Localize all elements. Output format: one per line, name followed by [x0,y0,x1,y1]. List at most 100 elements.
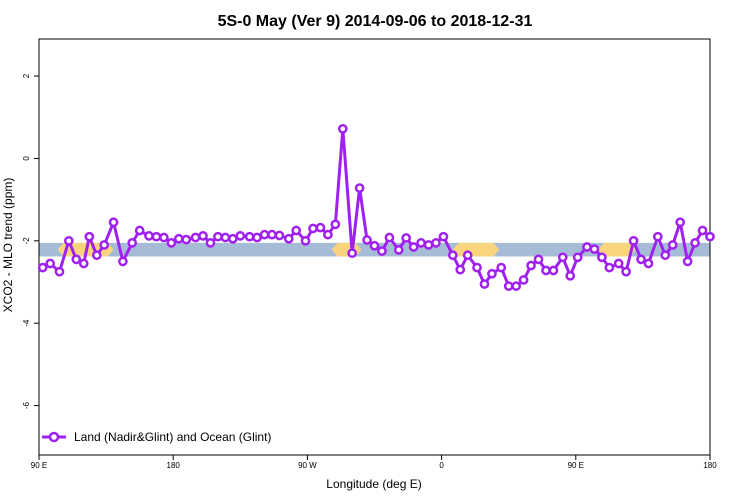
data-point [84,231,95,242]
land-band-segment [452,242,500,257]
data-point [393,245,404,255]
x-tick-label: 90 E [31,461,47,470]
data-point [541,265,551,276]
data-point [190,232,201,243]
data-point [472,262,482,273]
data-point [159,232,169,243]
data-point [291,225,302,236]
data-point [300,235,311,246]
data-point [205,238,216,248]
data-point [533,254,544,265]
data-point [37,262,48,273]
land-band-segment [331,242,362,257]
data-point [308,223,318,234]
data-point [613,258,624,269]
data-point [572,252,583,263]
data-point [78,258,89,269]
data-point [526,260,536,271]
data-point [621,266,631,277]
data-point [604,262,615,273]
data-point [151,231,162,242]
data-point [259,229,270,240]
data-point [213,231,223,242]
data-point [462,250,473,261]
data-point [91,250,102,261]
data-point [511,281,522,291]
data-point [597,252,607,263]
data-point [408,242,419,252]
y-axis: 2 0 -2 -4 -6 [22,73,39,409]
plot-frame [38,38,711,456]
data-point [628,235,639,246]
data-point [144,231,154,241]
x-tick-label: 180 [703,461,717,470]
data-point [503,281,514,291]
data-point [118,256,128,267]
y-tick-label: 2 [22,73,31,78]
data-point [660,250,671,261]
data-point [173,233,184,244]
data-point [283,233,294,244]
data-point [557,252,568,263]
data-point [431,238,441,248]
data-point [267,229,277,240]
data-point [589,244,600,254]
data-point [220,232,231,243]
x-axis-title: Longitude (deg E) [326,477,421,491]
data-point [518,275,529,285]
data-point [652,231,663,242]
data-point [667,240,678,250]
data-point [548,265,559,276]
y-tick-label: -4 [22,319,31,327]
x-tick-label: 90 W [298,461,317,470]
chart-title: 5S-0 May (Ver 9) 2014-09-06 to 2018-12-3… [218,13,533,30]
legend-label: Land (Nadir&Glint) and Ocean (Glint) [74,430,271,444]
data-point [227,233,238,244]
data-point [315,222,326,233]
legend: Land (Nadir&Glint) and Ocean (Glint) [42,430,271,444]
data-point [337,123,348,134]
data-point [447,250,458,261]
data-point [45,258,56,269]
data-point [479,279,490,289]
data-point [354,183,365,193]
data-point [181,234,192,245]
y-tick-label: 0 [22,156,31,161]
data-point [582,242,592,252]
data-point [362,235,372,245]
data-point [54,266,65,277]
land-band-segment [598,242,636,257]
series-layer [37,123,715,291]
data-point [347,248,357,259]
data-point [71,254,82,265]
data-point [252,232,262,243]
data-point [682,256,693,267]
data-point [63,235,74,246]
data-point [323,229,333,240]
data-point [274,230,285,241]
data-point [330,219,341,230]
data-point [134,225,145,236]
data-point [705,231,715,242]
data-point [455,264,466,275]
data-point [697,225,708,236]
data-point [675,217,686,228]
x-tick-label: 90 E [568,461,584,470]
data-point [99,240,110,250]
data-point [198,231,208,241]
data-point [487,268,497,279]
data-point [244,231,255,242]
y-tick-label: -2 [22,237,31,245]
data-point [166,238,177,248]
x-tick-label: 0 [439,461,444,470]
data-point [235,231,246,241]
data-point [636,254,646,265]
y-axis-title: XCO2 - MLO trend (ppm) [1,178,15,313]
data-point [565,270,576,281]
data-point [690,238,700,248]
series-line [42,127,711,288]
legend-marker-sample [48,431,60,443]
data-point [438,231,449,242]
data-point [496,262,507,273]
